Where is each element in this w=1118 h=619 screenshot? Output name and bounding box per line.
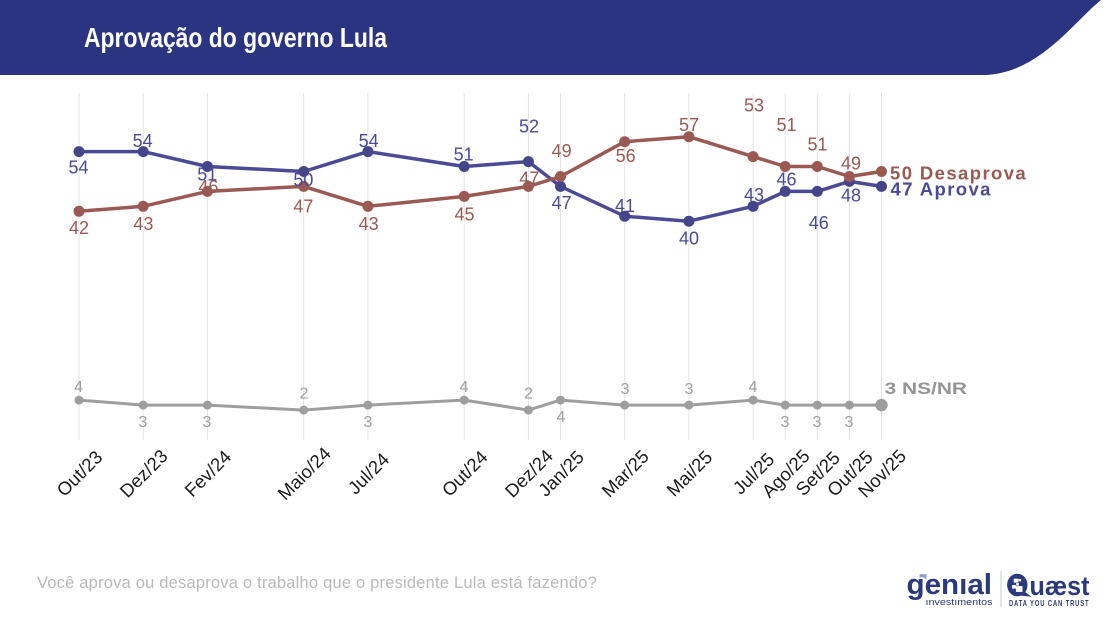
svg-text:46: 46 bbox=[776, 170, 796, 190]
svg-text:47: 47 bbox=[552, 193, 572, 213]
svg-text:2: 2 bbox=[300, 386, 309, 403]
svg-text:45: 45 bbox=[454, 205, 474, 225]
svg-text:49: 49 bbox=[841, 154, 861, 174]
svg-text:50: 50 bbox=[293, 170, 313, 190]
svg-text:51: 51 bbox=[776, 115, 796, 135]
svg-text:Fev/24: Fev/24 bbox=[180, 446, 235, 501]
svg-text:4: 4 bbox=[557, 409, 566, 426]
svg-text:3: 3 bbox=[813, 414, 822, 431]
svg-text:48: 48 bbox=[841, 186, 861, 206]
svg-text:4: 4 bbox=[460, 379, 469, 396]
svg-text:42: 42 bbox=[69, 218, 89, 238]
svg-text:Out/24: Out/24 bbox=[438, 446, 492, 500]
svg-text:3: 3 bbox=[781, 414, 790, 431]
svg-text:47 Aprova: 47 Aprova bbox=[891, 179, 992, 200]
svg-text:Maio/24: Maio/24 bbox=[273, 443, 334, 504]
svg-text:Out/23: Out/23 bbox=[52, 446, 106, 500]
svg-text:50 Desaprova: 50 Desaprova bbox=[890, 163, 1027, 184]
svg-text:46: 46 bbox=[198, 177, 218, 197]
svg-text:3: 3 bbox=[203, 414, 212, 431]
svg-text:3: 3 bbox=[621, 381, 630, 398]
svg-text:54: 54 bbox=[133, 131, 153, 151]
svg-text:4: 4 bbox=[749, 379, 758, 396]
svg-text:51: 51 bbox=[197, 165, 217, 185]
svg-text:57: 57 bbox=[679, 115, 699, 135]
svg-text:43: 43 bbox=[133, 214, 153, 234]
svg-text:Mar/25: Mar/25 bbox=[597, 446, 653, 502]
svg-text:51: 51 bbox=[454, 145, 474, 165]
svg-text:ınvestımentos: ınvestımentos bbox=[926, 597, 993, 608]
svg-text:47: 47 bbox=[293, 197, 313, 217]
svg-text:54: 54 bbox=[68, 158, 88, 178]
svg-text:43: 43 bbox=[744, 185, 764, 205]
svg-text:47: 47 bbox=[519, 169, 539, 189]
svg-text:DATA YOU CAN TRUST: DATA YOU CAN TRUST bbox=[1009, 598, 1090, 608]
svg-text:53: 53 bbox=[744, 96, 764, 116]
svg-text:Você aprova ou desaprova o tra: Você aprova ou desaprova o trabalho que … bbox=[37, 574, 597, 592]
svg-text:3: 3 bbox=[685, 381, 694, 398]
svg-text:56: 56 bbox=[616, 146, 636, 166]
svg-text:4: 4 bbox=[74, 379, 83, 396]
svg-text:46: 46 bbox=[809, 213, 829, 233]
svg-text:Mai/25: Mai/25 bbox=[662, 446, 716, 500]
svg-text:2: 2 bbox=[524, 386, 533, 403]
svg-text:uæst: uæst bbox=[1030, 571, 1090, 601]
svg-text:3: 3 bbox=[364, 414, 373, 431]
svg-text:40: 40 bbox=[679, 229, 699, 249]
svg-text:52: 52 bbox=[519, 117, 539, 137]
svg-text:41: 41 bbox=[615, 196, 635, 216]
svg-text:49: 49 bbox=[552, 141, 572, 161]
svg-text:3 NS/NR: 3 NS/NR bbox=[885, 379, 967, 398]
svg-text:Aprovação do governo Lula: Aprovação do governo Lula bbox=[84, 22, 387, 53]
svg-text:3: 3 bbox=[845, 414, 854, 431]
svg-text:43: 43 bbox=[359, 214, 379, 234]
svg-text:Dez/23: Dez/23 bbox=[115, 445, 171, 501]
svg-text:54: 54 bbox=[359, 131, 379, 151]
svg-text:51: 51 bbox=[807, 135, 827, 155]
svg-text:3: 3 bbox=[139, 414, 148, 431]
svg-text:Jul/24: Jul/24 bbox=[343, 449, 393, 499]
